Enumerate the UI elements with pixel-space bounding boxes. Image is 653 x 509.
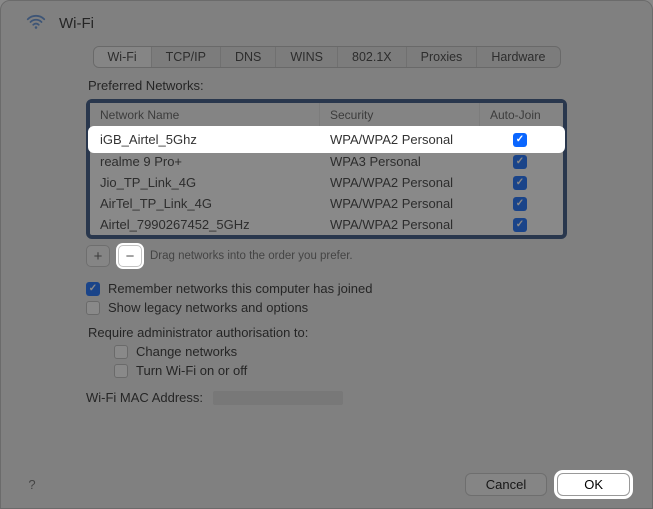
show-legacy-row[interactable]: Show legacy networks and options [86,300,567,315]
show-legacy-label: Show legacy networks and options [108,300,308,315]
autojoin-checkbox[interactable]: ✓ [513,155,527,169]
change-networks-row[interactable]: Change networks [114,344,567,359]
turn-wifi-row[interactable]: Turn Wi-Fi on or off [114,363,567,378]
tab-dns[interactable]: DNS [221,47,276,67]
tab-802-1x[interactable]: 802.1X [338,47,407,67]
require-admin-label: Require administrator authorisation to: [88,325,567,340]
autojoin-cell: ✓ [480,194,560,214]
wifi-advanced-sheet: Wi-Fi Wi-FiTCP/IPDNSWINS802.1XProxiesHar… [0,0,653,509]
security-cell: WPA/WPA2 Personal [320,172,480,193]
remember-networks-checkbox[interactable]: ✓ [86,282,100,296]
turn-wifi-label: Turn Wi-Fi on or off [136,363,247,378]
col-network-name[interactable]: Network Name [90,103,320,127]
table-row[interactable]: iGB_Airtel_5GhzWPA/WPA2 Personal ✓ [90,128,563,151]
tab-wins[interactable]: WINS [276,47,338,67]
mac-address-value [213,391,343,405]
drag-hint: Drag networks into the order you prefer. [150,250,353,262]
remember-networks-row[interactable]: ✓ Remember networks this computer has jo… [86,281,567,296]
table-row[interactable]: realme 9 Pro+WPA3 Personal ✓ [90,151,563,172]
preferred-networks-label: Preferred Networks: [88,78,567,93]
security-cell: WPA/WPA2 Personal [320,193,480,214]
tab-proxies[interactable]: Proxies [407,47,478,67]
autojoin-checkbox[interactable]: ✓ [513,197,527,211]
autojoin-cell: ✓ [480,173,560,193]
col-autojoin[interactable]: Auto-Join [480,103,560,127]
security-cell: WPA/WPA2 Personal [320,214,480,235]
table-row[interactable]: Airtel_7990267452_5GHzWPA/WPA2 Personal ✓ [90,214,563,235]
autojoin-checkbox[interactable]: ✓ [513,133,527,147]
network-name-cell: realme 9 Pro+ [90,151,320,172]
ok-button[interactable]: OK [557,473,630,496]
autojoin-checkbox[interactable]: ✓ [513,218,527,232]
network-name-cell: iGB_Airtel_5Ghz [90,128,320,151]
change-networks-checkbox[interactable] [114,345,128,359]
col-security[interactable]: Security [320,103,480,127]
network-name-cell: Airtel_7990267452_5GHz [90,214,320,235]
autojoin-checkbox[interactable]: ✓ [513,176,527,190]
cancel-button[interactable]: Cancel [465,473,547,496]
table-header: Network Name Security Auto-Join [90,103,563,128]
network-name-cell: Jio_TP_Link_4G [90,172,320,193]
add-network-button[interactable]: + [86,245,110,267]
security-cell: WPA/WPA2 Personal [320,128,480,151]
tab-tcp-ip[interactable]: TCP/IP [152,47,221,67]
tab-hardware[interactable]: Hardware [477,47,559,67]
mac-address-label: Wi-Fi MAC Address: [86,390,203,405]
sheet-title: Wi-Fi [59,15,94,32]
autojoin-cell: ✓ [480,129,560,151]
autojoin-cell: ✓ [480,152,560,172]
network-name-cell: AirTel_TP_Link_4G [90,193,320,214]
table-row[interactable]: Jio_TP_Link_4GWPA/WPA2 Personal ✓ [90,172,563,193]
remove-network-button[interactable]: − [118,245,142,267]
turn-wifi-checkbox[interactable] [114,364,128,378]
show-legacy-checkbox[interactable] [86,301,100,315]
sheet-header: Wi-Fi [1,1,652,42]
help-button[interactable]: ? [23,476,41,494]
tab-wi-fi[interactable]: Wi-Fi [94,47,152,67]
remember-networks-label: Remember networks this computer has join… [108,281,372,296]
autojoin-cell: ✓ [480,215,560,235]
preferred-networks-table: Network Name Security Auto-Join iGB_Airt… [86,99,567,239]
table-row[interactable]: AirTel_TP_Link_4GWPA/WPA2 Personal ✓ [90,193,563,214]
tab-bar: Wi-FiTCP/IPDNSWINS802.1XProxiesHardware [1,46,652,68]
security-cell: WPA3 Personal [320,151,480,172]
change-networks-label: Change networks [136,344,237,359]
wifi-icon [25,11,47,36]
